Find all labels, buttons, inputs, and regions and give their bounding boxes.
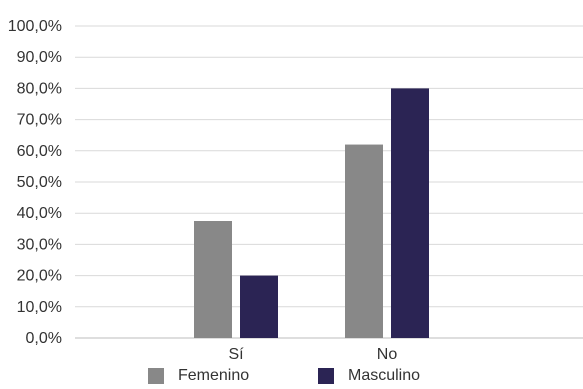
y-tick-label: 100,0%: [8, 18, 62, 35]
y-tick-label: 80,0%: [17, 80, 62, 97]
y-tick-label: 90,0%: [17, 49, 62, 66]
legend-swatch-masculino: [318, 368, 334, 384]
legend-item-masculino: Masculino: [318, 367, 420, 385]
x-tick-label: No: [377, 346, 398, 363]
y-tick-label: 60,0%: [17, 143, 62, 160]
y-tick-label: 0,0%: [26, 330, 62, 347]
bar-femenino-0: [194, 221, 232, 338]
y-tick-label: 10,0%: [17, 299, 62, 316]
legend-swatch-femenino: [148, 368, 164, 384]
legend-label-femenino: Femenino: [178, 367, 250, 384]
y-tick-label: 30,0%: [17, 236, 62, 253]
y-tick-label: 70,0%: [17, 112, 62, 129]
bar-masculino-0: [240, 275, 278, 338]
legend: Femenino Masculino: [0, 367, 583, 389]
legend-item-femenino: Femenino: [148, 367, 249, 385]
bar-masculino-1: [391, 88, 429, 339]
y-tick-label: 40,0%: [17, 205, 62, 222]
y-tick-label: 20,0%: [17, 268, 62, 285]
bar-femenino-1: [345, 144, 383, 338]
chart-plot-area: 0,0% 10,0% 20,0% 30,0% 40,0% 50,0% 60,0% 70,0% 8…: [8, 18, 583, 363]
legend-label-masculino: Masculino: [348, 367, 421, 384]
y-tick-label: 50,0%: [17, 174, 62, 191]
x-tick-label: Sí: [228, 346, 244, 363]
